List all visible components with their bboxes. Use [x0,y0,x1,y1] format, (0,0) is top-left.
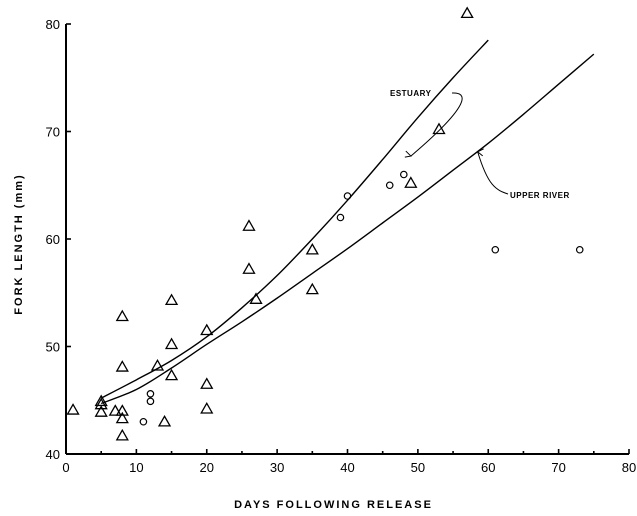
estuary-leader [410,92,463,157]
y-tick-label: 70 [46,125,60,140]
x-tick-label: 70 [551,460,565,475]
y-axis-title: FORK LENGTH (mm) [13,173,25,314]
triangle-point [108,404,122,416]
x-tick-label: 80 [622,460,636,475]
triangle-point [115,360,129,372]
y-tick-label: 60 [46,232,60,247]
circle-point [399,170,408,179]
circle-point [385,181,394,190]
triangle-point [157,414,172,427]
triangle-point [164,337,179,350]
triangle-point [115,309,129,322]
data-points [66,6,584,441]
triangle-point [115,428,129,441]
x-tick-label: 60 [481,460,495,475]
circle-point [146,397,155,406]
upper-river-leader [477,151,509,195]
triangle-point [305,282,319,295]
circle-point [336,213,345,222]
triangle-point [115,404,129,416]
triangle-point [94,394,108,407]
annotations: ESTUARY UPPER RIVER [390,89,570,200]
triangle-point [460,6,474,19]
triangle-point [150,359,165,371]
fit-curves [100,39,595,405]
triangle-point [242,262,256,274]
triangle-point [242,219,256,231]
ticks: 0 10 20 30 40 50 60 70 80 40 50 60 70 80 [46,17,637,475]
x-tick-label: 10 [129,460,143,475]
triangle-point [94,397,108,410]
x-tick-label: 50 [411,460,425,475]
circle-point [146,389,155,398]
triangle-point [305,242,319,255]
estuary-curve [100,39,489,399]
upper-river-curve [100,53,595,405]
triangle-point [164,293,179,306]
triangle-point [432,122,446,135]
upper-river-label: UPPER RIVER [510,191,570,200]
triangle-point [94,405,108,417]
x-tick-label: 20 [200,460,214,475]
circle-point [139,417,148,426]
triangle-point [200,377,214,389]
x-axis-title: DAYS FOLLOWING RELEASE [234,499,433,511]
circle-point [491,245,500,254]
triangle-point [200,323,214,336]
estuary-arrowhead [404,150,412,158]
y-tick-label: 50 [46,340,60,355]
triangle-point [200,402,214,414]
upper-river-arrowhead [476,148,484,157]
x-tick-label: 30 [270,460,284,475]
circle-point [343,192,352,200]
estuary-label: ESTUARY [390,89,432,98]
triangle-point [66,403,80,415]
x-tick-label: 40 [340,460,354,475]
y-tick-label: 40 [46,447,60,462]
x-tick-label: 0 [62,460,69,475]
circle-point [575,245,584,254]
y-tick-label: 80 [46,17,60,32]
triangle-point [249,292,263,304]
triangle-point [164,368,179,381]
axes [65,24,629,455]
triangle-point [115,411,129,424]
triangle-point [404,176,418,188]
